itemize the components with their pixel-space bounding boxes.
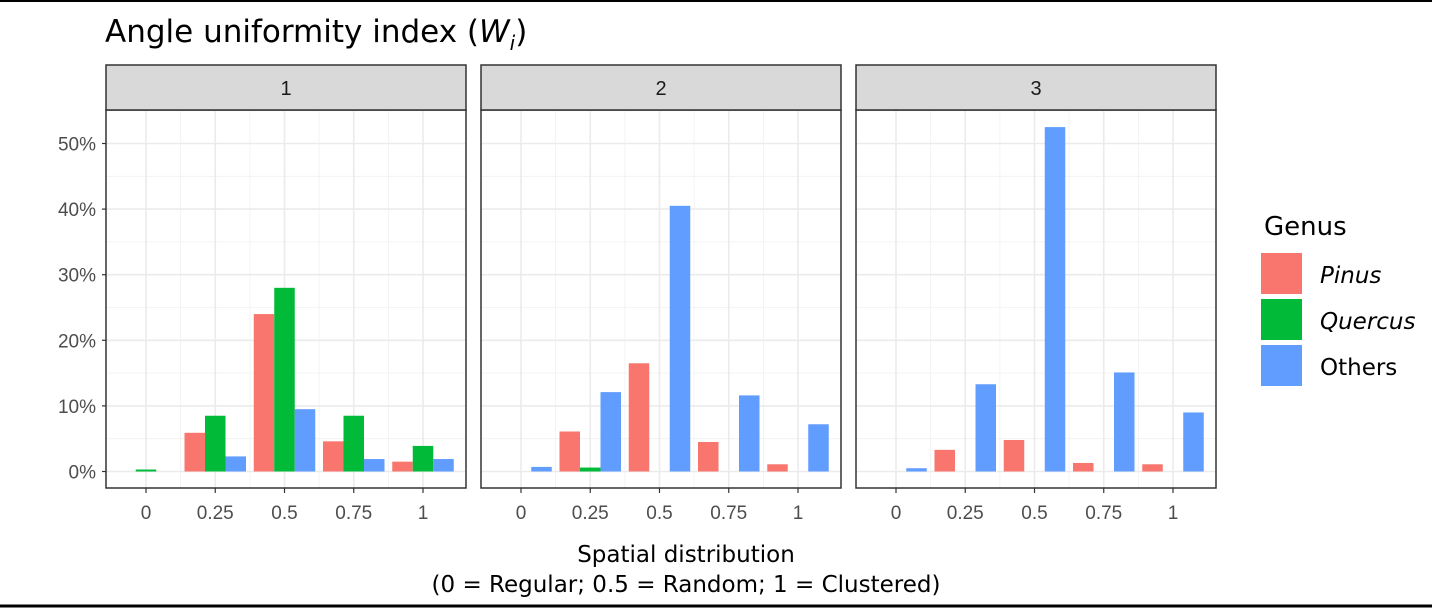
x-tick-label: 1 bbox=[418, 503, 429, 524]
facet-strip-label: 3 bbox=[1030, 78, 1041, 100]
panel-background bbox=[481, 110, 841, 488]
bar-pinus bbox=[253, 314, 275, 472]
facet-panel-3: 3 0 0.25 0.5 0.75 1 bbox=[855, 64, 1217, 524]
x-axis-title-line1: Spatial distribution bbox=[577, 542, 795, 568]
bar-others bbox=[531, 466, 552, 472]
x-tick-label: 1 bbox=[793, 503, 804, 524]
facet-panel-2: 2 0 0.25 0.5 0.75 1 bbox=[480, 64, 842, 524]
bar-others bbox=[975, 384, 996, 472]
bar-others bbox=[739, 395, 760, 472]
bar-pinus bbox=[392, 461, 413, 472]
bar-others bbox=[669, 205, 691, 472]
x-tick-label: 0.75 bbox=[335, 503, 372, 524]
x-tick-label: 0.25 bbox=[197, 503, 234, 524]
x-axis-title-line2: (0 = Regular; 0.5 = Random; 1 = Clustere… bbox=[432, 572, 941, 598]
bar-quercus bbox=[412, 445, 434, 472]
bar-pinus bbox=[1003, 440, 1025, 472]
legend-key-quercus bbox=[1261, 299, 1302, 340]
x-tick-label: 0.25 bbox=[572, 503, 609, 524]
bar-quercus bbox=[274, 287, 295, 472]
x-tick-label: 0 bbox=[141, 503, 152, 524]
legend-label-others: Others bbox=[1320, 355, 1397, 381]
y-tick-label: 30% bbox=[58, 266, 96, 287]
bar-pinus bbox=[628, 363, 650, 472]
legend-key-pinus bbox=[1261, 253, 1302, 294]
bar-pinus bbox=[767, 464, 788, 472]
y-tick-label: 40% bbox=[58, 200, 96, 221]
x-tick-label: 0.5 bbox=[271, 503, 297, 524]
x-tick-label: 0.25 bbox=[947, 503, 984, 524]
facet-strip bbox=[105, 64, 467, 111]
bar-others bbox=[1114, 372, 1135, 472]
bar-quercus bbox=[580, 467, 601, 472]
facet-strip-label: 2 bbox=[655, 78, 666, 100]
chart-title-main: Angle uniformity index ( bbox=[105, 14, 479, 50]
bar-others bbox=[1183, 412, 1204, 472]
chart-title: Angle uniformity index (Wi) bbox=[105, 14, 527, 55]
y-tick-label: 10% bbox=[58, 397, 96, 418]
y-tick-label: 50% bbox=[58, 135, 96, 156]
bar-pinus bbox=[559, 431, 580, 472]
bar-others bbox=[225, 456, 246, 472]
bar-pinus bbox=[934, 449, 955, 472]
bar-quercus bbox=[343, 415, 364, 472]
y-tick-label: 20% bbox=[58, 331, 96, 352]
bar-others bbox=[433, 459, 454, 472]
bar-others bbox=[364, 459, 385, 472]
bar-pinus bbox=[698, 441, 719, 472]
y-tick-label: 0% bbox=[69, 463, 97, 484]
x-tick-label: 0.75 bbox=[1085, 503, 1122, 524]
panel-background bbox=[856, 110, 1216, 488]
facet-panels: 1 0 0.25 0.5 0.75 1 2 0 0.25 0.5 0.75 1 3 0 0.25 0.5 0.7… bbox=[105, 64, 1217, 524]
bar-others bbox=[600, 392, 621, 472]
x-tick-label: 0.75 bbox=[710, 503, 747, 524]
bar-pinus bbox=[323, 441, 344, 472]
x-tick-label: 0.5 bbox=[646, 503, 672, 524]
bar-quercus bbox=[205, 415, 226, 472]
legend-title: Genus bbox=[1264, 212, 1347, 242]
x-tick-label: 0 bbox=[516, 503, 527, 524]
bar-quercus bbox=[135, 469, 157, 472]
x-tick-label: 1 bbox=[1168, 503, 1179, 524]
bar-others bbox=[906, 468, 927, 472]
bar-others bbox=[294, 409, 316, 472]
legend-key-others bbox=[1261, 345, 1302, 386]
facet-strip-label: 1 bbox=[280, 78, 291, 100]
chart-title-symbol: W bbox=[479, 14, 511, 50]
chart-title-subscript: i bbox=[510, 31, 516, 55]
bar-others bbox=[1044, 127, 1066, 472]
legend-label-quercus: Quercus bbox=[1320, 309, 1416, 335]
bar-pinus bbox=[184, 432, 205, 472]
x-tick-label: 0.5 bbox=[1021, 503, 1047, 524]
y-axis: 0% 10% 20% 30% 40% 50% bbox=[58, 135, 106, 484]
facet-strip bbox=[480, 64, 842, 111]
chart-title-close: ) bbox=[515, 14, 527, 50]
x-tick-label: 0 bbox=[891, 503, 902, 524]
legend: Pinus Quercus Others bbox=[1261, 253, 1416, 386]
bar-others bbox=[808, 424, 829, 472]
bar-pinus bbox=[1142, 464, 1163, 472]
bar-pinus bbox=[1073, 462, 1094, 472]
facet-strip bbox=[855, 64, 1217, 111]
legend-label-pinus: Pinus bbox=[1320, 263, 1381, 289]
facet-panel-1: 1 0 0.25 0.5 0.75 1 bbox=[105, 64, 467, 524]
